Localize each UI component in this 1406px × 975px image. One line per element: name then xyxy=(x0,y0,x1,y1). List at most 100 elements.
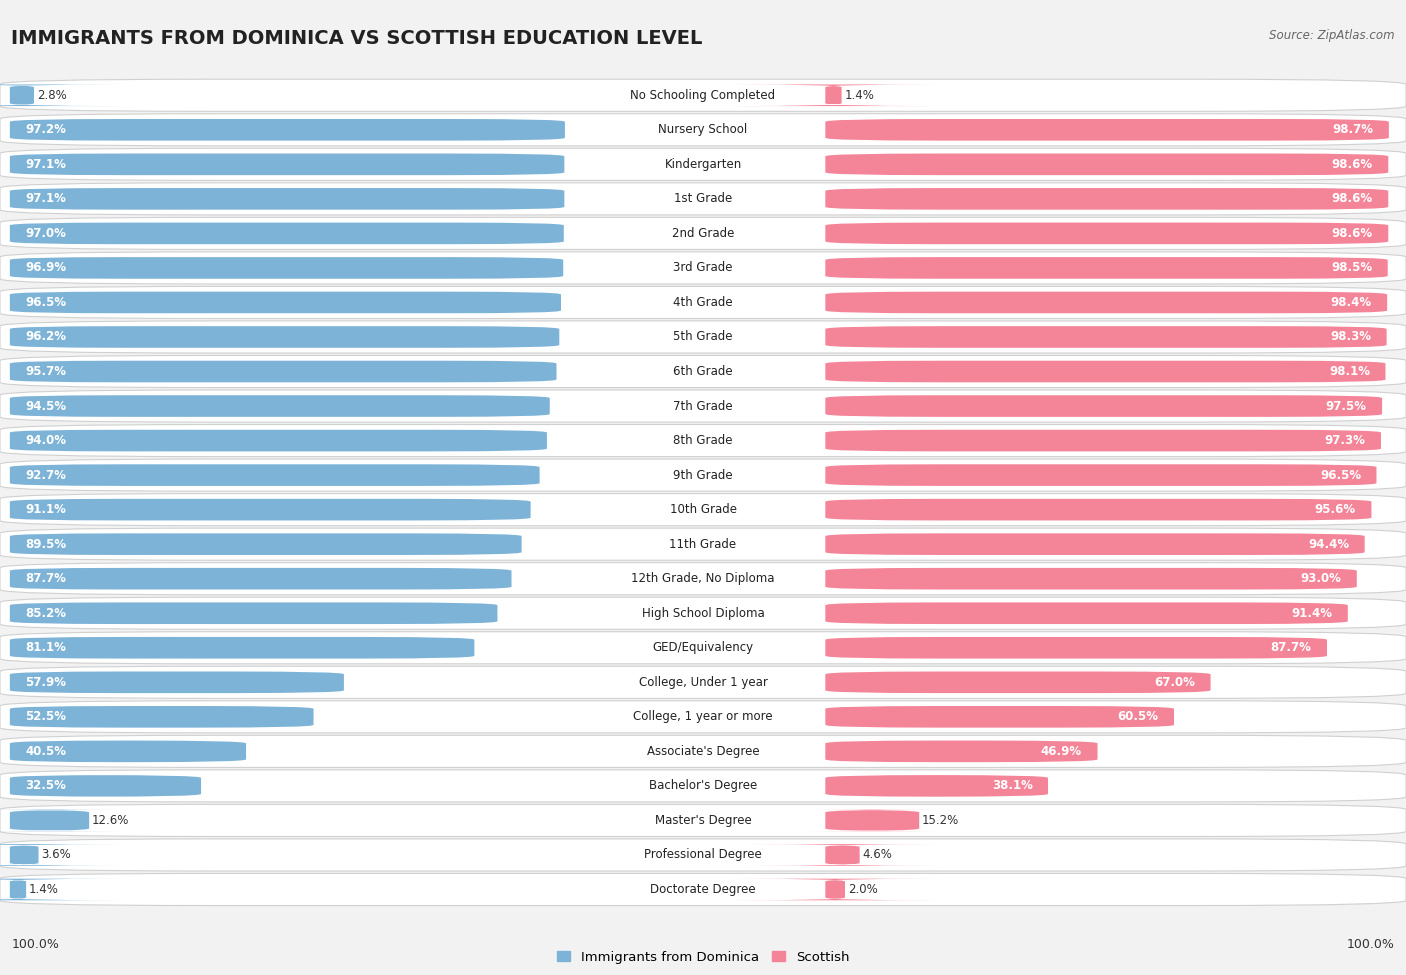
FancyBboxPatch shape xyxy=(0,182,1406,214)
FancyBboxPatch shape xyxy=(825,292,1388,313)
FancyBboxPatch shape xyxy=(10,395,550,417)
FancyBboxPatch shape xyxy=(825,119,1389,140)
Text: 92.7%: 92.7% xyxy=(25,469,66,482)
FancyBboxPatch shape xyxy=(0,878,122,900)
Text: 46.9%: 46.9% xyxy=(1040,745,1083,758)
Text: 3rd Grade: 3rd Grade xyxy=(673,261,733,274)
Text: 94.4%: 94.4% xyxy=(1308,537,1350,551)
Text: No Schooling Completed: No Schooling Completed xyxy=(630,89,776,101)
Text: 2.0%: 2.0% xyxy=(848,883,877,896)
Text: 1.4%: 1.4% xyxy=(845,89,875,101)
Text: 2.8%: 2.8% xyxy=(37,89,66,101)
FancyBboxPatch shape xyxy=(10,361,557,382)
Text: Master's Degree: Master's Degree xyxy=(655,814,751,827)
Text: 96.5%: 96.5% xyxy=(1320,469,1361,482)
FancyBboxPatch shape xyxy=(807,809,938,832)
FancyBboxPatch shape xyxy=(0,838,1406,871)
Text: 100.0%: 100.0% xyxy=(11,938,59,951)
Text: 12.6%: 12.6% xyxy=(91,814,129,827)
Text: 4.6%: 4.6% xyxy=(862,848,893,862)
Text: Professional Degree: Professional Degree xyxy=(644,848,762,862)
Text: 3.6%: 3.6% xyxy=(41,848,72,862)
Text: 57.9%: 57.9% xyxy=(25,676,66,688)
Text: College, Under 1 year: College, Under 1 year xyxy=(638,676,768,688)
Text: 98.5%: 98.5% xyxy=(1331,261,1372,274)
FancyBboxPatch shape xyxy=(10,706,314,727)
FancyBboxPatch shape xyxy=(0,424,1406,456)
Text: 97.1%: 97.1% xyxy=(25,158,66,171)
FancyBboxPatch shape xyxy=(10,499,530,521)
FancyBboxPatch shape xyxy=(0,701,1406,733)
Text: College, 1 year or more: College, 1 year or more xyxy=(633,711,773,723)
Text: 38.1%: 38.1% xyxy=(991,779,1032,793)
FancyBboxPatch shape xyxy=(825,327,1386,348)
FancyBboxPatch shape xyxy=(0,114,1406,146)
Text: 87.7%: 87.7% xyxy=(25,572,66,585)
FancyBboxPatch shape xyxy=(0,563,1406,595)
Text: 6th Grade: 6th Grade xyxy=(673,365,733,378)
Text: 87.7%: 87.7% xyxy=(1271,642,1312,654)
Text: Nursery School: Nursery School xyxy=(658,123,748,136)
Text: 98.1%: 98.1% xyxy=(1329,365,1369,378)
FancyBboxPatch shape xyxy=(10,464,540,486)
FancyBboxPatch shape xyxy=(747,844,938,866)
FancyBboxPatch shape xyxy=(825,637,1327,658)
FancyBboxPatch shape xyxy=(10,119,565,140)
Text: 96.9%: 96.9% xyxy=(25,261,66,274)
FancyBboxPatch shape xyxy=(0,844,122,866)
FancyBboxPatch shape xyxy=(0,809,122,832)
Text: 10th Grade: 10th Grade xyxy=(669,503,737,516)
FancyBboxPatch shape xyxy=(825,741,1098,762)
FancyBboxPatch shape xyxy=(10,672,344,693)
FancyBboxPatch shape xyxy=(10,257,564,279)
Text: 40.5%: 40.5% xyxy=(25,745,66,758)
FancyBboxPatch shape xyxy=(825,706,1174,727)
Text: 91.4%: 91.4% xyxy=(1291,606,1333,620)
Text: 81.1%: 81.1% xyxy=(25,642,66,654)
Text: 7th Grade: 7th Grade xyxy=(673,400,733,412)
Text: 97.2%: 97.2% xyxy=(25,123,66,136)
FancyBboxPatch shape xyxy=(10,533,522,555)
FancyBboxPatch shape xyxy=(825,567,1357,590)
Text: 67.0%: 67.0% xyxy=(1154,676,1195,688)
FancyBboxPatch shape xyxy=(0,252,1406,284)
FancyBboxPatch shape xyxy=(825,464,1376,486)
Text: 5th Grade: 5th Grade xyxy=(673,331,733,343)
FancyBboxPatch shape xyxy=(10,741,246,762)
FancyBboxPatch shape xyxy=(10,567,512,590)
FancyBboxPatch shape xyxy=(825,603,1348,624)
FancyBboxPatch shape xyxy=(0,632,1406,664)
Text: 94.0%: 94.0% xyxy=(25,434,66,448)
FancyBboxPatch shape xyxy=(825,775,1047,797)
Text: 97.0%: 97.0% xyxy=(25,227,66,240)
FancyBboxPatch shape xyxy=(10,603,498,624)
Text: 1.4%: 1.4% xyxy=(30,883,59,896)
Text: 94.5%: 94.5% xyxy=(25,400,66,412)
FancyBboxPatch shape xyxy=(10,775,201,797)
FancyBboxPatch shape xyxy=(0,528,1406,561)
Text: 2nd Grade: 2nd Grade xyxy=(672,227,734,240)
Text: 98.3%: 98.3% xyxy=(1330,331,1371,343)
FancyBboxPatch shape xyxy=(825,395,1382,417)
Text: IMMIGRANTS FROM DOMINICA VS SCOTTISH EDUCATION LEVEL: IMMIGRANTS FROM DOMINICA VS SCOTTISH EDU… xyxy=(11,29,703,48)
FancyBboxPatch shape xyxy=(825,257,1388,279)
Text: 97.1%: 97.1% xyxy=(25,192,66,206)
FancyBboxPatch shape xyxy=(825,222,1388,244)
Text: 89.5%: 89.5% xyxy=(25,537,66,551)
Text: 98.6%: 98.6% xyxy=(1331,192,1372,206)
Text: 97.3%: 97.3% xyxy=(1324,434,1365,448)
Text: 11th Grade: 11th Grade xyxy=(669,537,737,551)
Text: 96.2%: 96.2% xyxy=(25,331,66,343)
Text: 98.4%: 98.4% xyxy=(1330,296,1372,309)
FancyBboxPatch shape xyxy=(825,499,1371,521)
Text: Source: ZipAtlas.com: Source: ZipAtlas.com xyxy=(1270,29,1395,42)
FancyBboxPatch shape xyxy=(825,430,1381,451)
Text: 100.0%: 100.0% xyxy=(1347,938,1395,951)
Text: 97.5%: 97.5% xyxy=(1326,400,1367,412)
Text: GED/Equivalency: GED/Equivalency xyxy=(652,642,754,654)
Text: 8th Grade: 8th Grade xyxy=(673,434,733,448)
Legend: Immigrants from Dominica, Scottish: Immigrants from Dominica, Scottish xyxy=(557,951,849,963)
FancyBboxPatch shape xyxy=(0,321,1406,353)
FancyBboxPatch shape xyxy=(0,148,1406,180)
Text: 32.5%: 32.5% xyxy=(25,779,66,793)
